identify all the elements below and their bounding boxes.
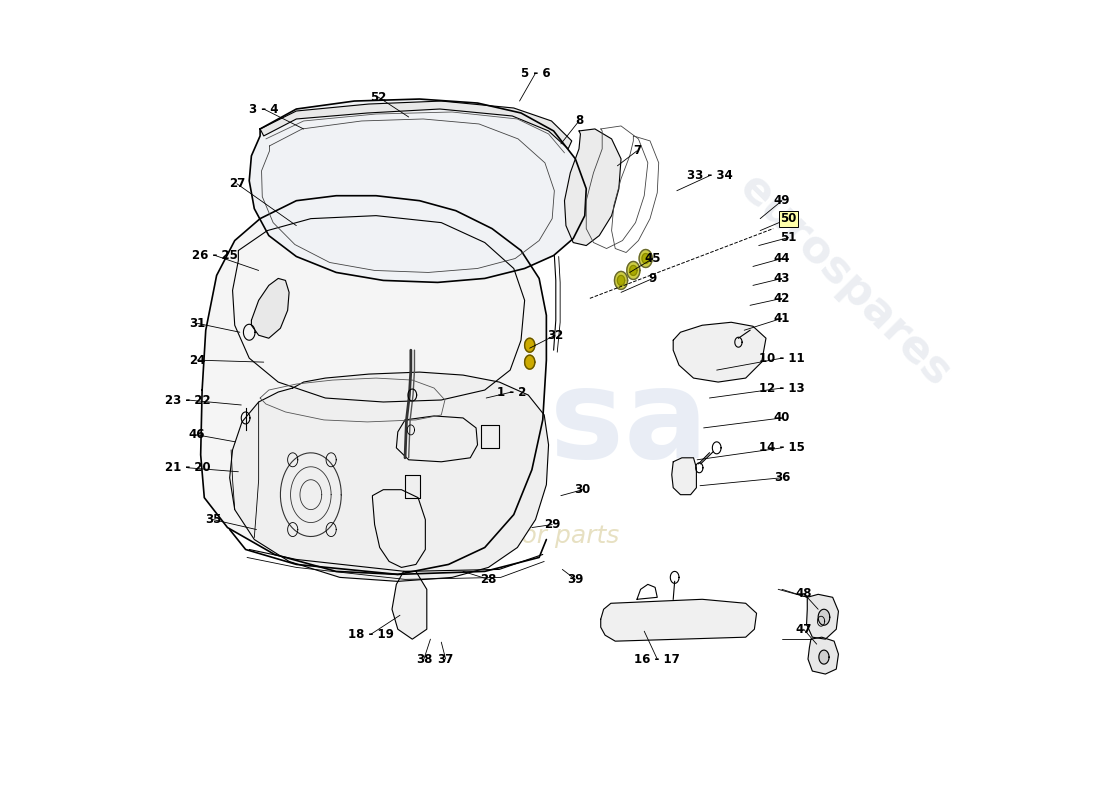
Polygon shape	[260, 101, 572, 149]
Text: 43: 43	[773, 272, 790, 285]
Polygon shape	[230, 372, 549, 582]
Text: 52: 52	[370, 90, 386, 103]
Text: 29: 29	[544, 518, 560, 531]
Polygon shape	[601, 599, 757, 641]
Text: 1 - 2: 1 - 2	[497, 386, 526, 398]
Text: 32: 32	[547, 329, 563, 342]
Polygon shape	[806, 594, 838, 639]
Polygon shape	[564, 129, 622, 246]
Text: 24: 24	[189, 354, 206, 366]
Text: a passion for parts: a passion for parts	[385, 523, 619, 547]
Polygon shape	[252, 278, 289, 338]
Text: 21 - 20: 21 - 20	[165, 462, 210, 474]
Text: 26 - 25: 26 - 25	[192, 249, 238, 262]
Text: 36: 36	[773, 471, 790, 484]
Text: 28: 28	[481, 573, 496, 586]
Text: 49: 49	[773, 194, 790, 207]
Text: 47: 47	[795, 622, 812, 636]
Polygon shape	[392, 571, 427, 639]
Text: 45: 45	[645, 252, 661, 265]
Text: 37: 37	[438, 653, 454, 666]
Polygon shape	[629, 266, 637, 275]
Text: 46: 46	[189, 428, 206, 442]
Polygon shape	[642, 254, 649, 263]
Text: 27: 27	[229, 178, 245, 190]
Text: 23 - 22: 23 - 22	[165, 394, 210, 406]
Polygon shape	[818, 610, 829, 626]
Text: 8: 8	[575, 114, 583, 127]
Text: 16 - 17: 16 - 17	[635, 653, 680, 666]
Text: 5 - 6: 5 - 6	[520, 66, 550, 80]
Text: 41: 41	[773, 312, 790, 325]
Text: 3 - 4: 3 - 4	[249, 102, 278, 115]
Text: 51: 51	[780, 231, 796, 244]
Polygon shape	[525, 355, 535, 369]
Polygon shape	[617, 275, 625, 286]
Polygon shape	[673, 322, 766, 382]
Text: 10 - 11: 10 - 11	[759, 352, 805, 365]
Polygon shape	[525, 338, 535, 352]
Text: 38: 38	[416, 653, 432, 666]
Polygon shape	[615, 271, 627, 290]
Polygon shape	[672, 458, 696, 494]
Text: 44: 44	[773, 252, 790, 265]
Text: 31: 31	[189, 317, 206, 330]
Polygon shape	[639, 250, 652, 267]
Polygon shape	[808, 637, 838, 674]
Polygon shape	[200, 196, 547, 574]
Text: 30: 30	[574, 483, 591, 496]
Text: 12 - 13: 12 - 13	[759, 382, 805, 394]
Text: 33 - 34: 33 - 34	[686, 170, 733, 182]
Text: elsa: elsa	[422, 363, 710, 485]
Text: 42: 42	[773, 292, 790, 305]
Text: 48: 48	[795, 587, 812, 600]
Text: 50: 50	[780, 212, 796, 225]
Polygon shape	[232, 216, 525, 402]
Text: 9: 9	[649, 272, 657, 285]
Text: 18 - 19: 18 - 19	[348, 628, 394, 641]
Polygon shape	[373, 490, 426, 567]
Text: 40: 40	[773, 411, 790, 425]
Text: 39: 39	[568, 573, 584, 586]
Text: 7: 7	[632, 144, 641, 158]
Polygon shape	[818, 650, 829, 664]
Polygon shape	[250, 99, 586, 282]
Text: 14 - 15: 14 - 15	[759, 442, 805, 454]
Text: 35: 35	[205, 513, 221, 526]
Polygon shape	[627, 262, 640, 279]
Text: eurospares: eurospares	[730, 166, 959, 395]
